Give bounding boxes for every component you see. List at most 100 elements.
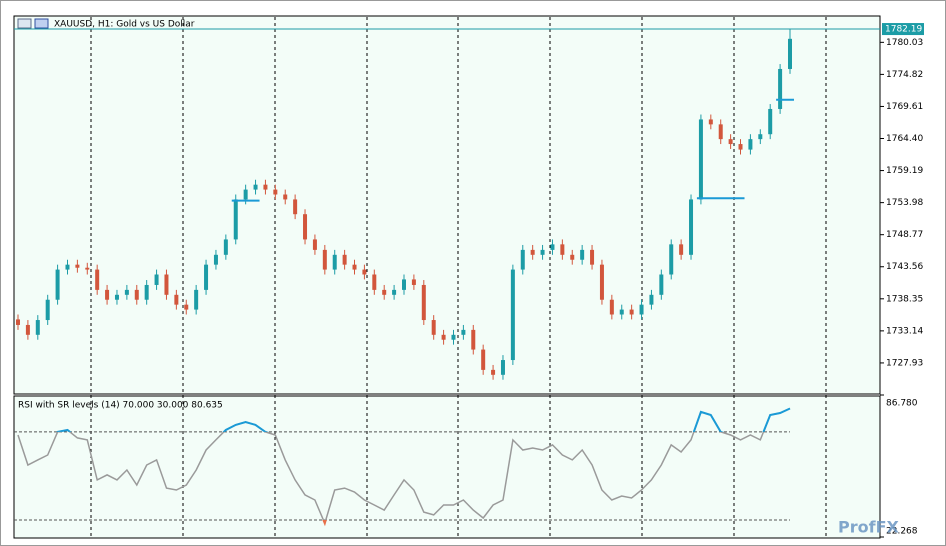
candle-body	[194, 289, 199, 310]
candle-body	[243, 189, 248, 200]
candle-body	[293, 199, 298, 215]
candle-body	[184, 304, 189, 310]
candle-body	[491, 369, 496, 375]
candle-body	[500, 360, 505, 375]
candle-body	[144, 284, 149, 300]
y-tick-label: 22.268	[886, 527, 918, 537]
candle-body	[679, 244, 684, 255]
current-price-box	[882, 23, 924, 36]
candle-body	[550, 244, 555, 250]
candle-body	[25, 324, 30, 335]
candle-body	[431, 320, 436, 335]
candle-body	[55, 269, 60, 300]
candle-body	[372, 274, 377, 290]
candle-body	[748, 139, 753, 150]
candle-body	[342, 254, 347, 265]
y-tick-label: 1727.93	[886, 358, 923, 368]
candle-body	[421, 284, 426, 321]
y-tick-label: 86.780	[886, 399, 918, 409]
candle-body	[45, 299, 50, 321]
candle-body	[382, 289, 387, 295]
y-tick-label: 1759.19	[886, 166, 923, 176]
candle-body	[223, 239, 228, 255]
candle-body	[273, 189, 278, 195]
candle-body	[213, 254, 218, 265]
candle-body	[520, 249, 525, 270]
candle-body	[629, 309, 634, 315]
price-panel	[13, 15, 881, 395]
candle-body	[768, 108, 773, 135]
candle-body	[402, 279, 406, 290]
candle-body	[95, 269, 100, 290]
candle-body	[233, 199, 238, 240]
candle-body	[560, 244, 565, 255]
candle-body	[530, 249, 535, 255]
candle-body	[580, 249, 585, 260]
window-icon	[17, 18, 32, 29]
candle-body	[619, 309, 624, 315]
rsi-title: RSI with SR levels (14) 70.000 30.000 80…	[18, 401, 223, 411]
candle-body	[174, 294, 179, 305]
candle-body	[471, 329, 476, 350]
candle-body	[411, 279, 416, 285]
candle-body	[540, 249, 545, 255]
candle-body	[35, 320, 40, 335]
candle-body	[263, 184, 268, 190]
candle-body	[75, 264, 80, 268]
candle-body	[481, 349, 486, 370]
current-price-label: 1782.19	[885, 25, 922, 35]
candle-body	[134, 289, 139, 300]
candle-body	[283, 194, 288, 200]
y-tick-label: 1748.77	[886, 230, 923, 240]
candle-body	[669, 244, 674, 275]
candle-body	[253, 184, 258, 190]
candle-body	[85, 267, 90, 270]
y-tick-label: 1738.35	[886, 294, 923, 304]
candle-body	[728, 139, 733, 145]
candle-body	[392, 289, 397, 295]
candle-body	[461, 329, 466, 335]
candle-body	[788, 38, 792, 69]
chart-icon	[34, 18, 49, 29]
candle-body	[332, 254, 337, 270]
candle-body	[441, 334, 446, 340]
chart-title: XAUUSD, H1: Gold vs US Dollar	[54, 20, 195, 30]
candle-body	[698, 119, 703, 200]
candle-body	[738, 144, 743, 150]
candle-body	[758, 134, 763, 140]
candle-body	[609, 299, 614, 315]
candle-body	[451, 334, 456, 340]
candle-body	[362, 269, 367, 275]
watermark: ProfFX	[838, 518, 900, 537]
y-tick-label: 1769.61	[886, 102, 923, 112]
candle-body	[303, 214, 308, 240]
y-tick-label: 1743.56	[886, 262, 923, 272]
y-tick-label: 1764.40	[886, 134, 923, 144]
rsi-panel	[13, 395, 881, 539]
candle-body	[708, 119, 713, 125]
y-tick-label: 1753.98	[886, 198, 923, 208]
candle-body	[570, 254, 575, 260]
rsi-line	[17, 407, 791, 526]
candle-body	[510, 269, 515, 361]
candle-body	[599, 264, 604, 300]
y-tick-label: 1774.82	[886, 70, 923, 80]
candle-body	[65, 264, 70, 270]
candle-body	[590, 249, 595, 265]
candle-body	[778, 68, 783, 109]
candle-body	[352, 264, 357, 270]
candle-body	[659, 274, 664, 295]
candle-body	[718, 124, 723, 140]
candle-body	[639, 304, 644, 315]
candle-body	[312, 239, 317, 250]
candle-body	[16, 319, 20, 325]
y-tick-label: 1733.14	[886, 326, 923, 336]
candle-body	[322, 249, 327, 270]
candle-body	[689, 199, 694, 255]
candle-body	[154, 274, 159, 285]
candle-body	[164, 274, 169, 295]
candle-body	[204, 264, 209, 290]
candle-body	[105, 289, 110, 300]
candle-body	[124, 289, 129, 295]
